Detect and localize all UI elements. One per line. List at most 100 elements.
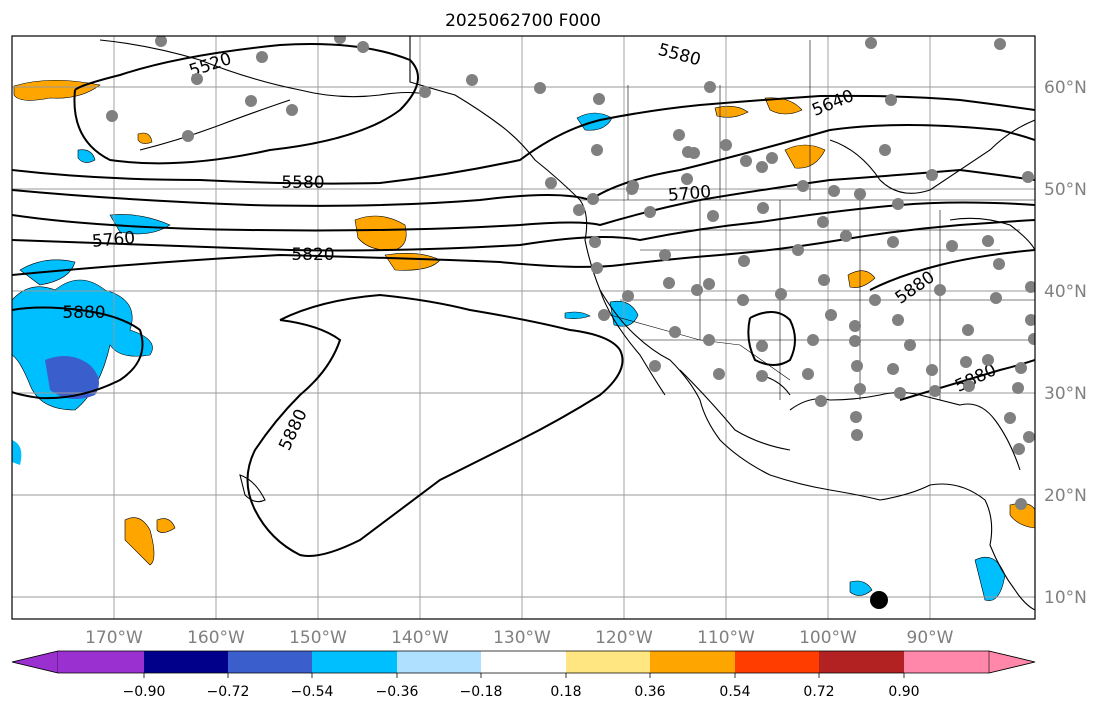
station-dot: [815, 395, 827, 407]
station-dot: [963, 380, 975, 392]
station-dot: [573, 204, 585, 216]
station-dot: [593, 93, 605, 105]
colorbar-tick: −0.36: [376, 684, 419, 700]
lon-label: 160°W: [187, 628, 245, 648]
station-dot: [879, 144, 891, 156]
station-dot: [885, 94, 897, 106]
station-dot: [892, 198, 904, 210]
station-dot: [775, 288, 787, 300]
station-dot: [622, 290, 634, 302]
station-dots: [106, 36, 1035, 510]
lon-label: 100°W: [799, 628, 857, 648]
station-dot: [854, 383, 866, 395]
station-dot: [1025, 314, 1035, 326]
station-dot: [256, 51, 268, 63]
station-dot: [704, 81, 716, 93]
station-dot: [357, 41, 369, 53]
lon-label: 150°W: [289, 628, 347, 648]
colorbar-segment: [481, 651, 566, 673]
station-dot: [865, 37, 877, 49]
lat-label: 10°N: [1044, 588, 1087, 608]
station-dot: [887, 363, 899, 375]
station-dot: [644, 206, 656, 218]
station-dot: [106, 110, 118, 122]
station-dot: [892, 314, 904, 326]
station-dot: [840, 230, 852, 242]
station-dot: [587, 193, 599, 205]
station-dot: [766, 152, 778, 164]
colorbar-segment: [904, 651, 989, 673]
colorbar-tick: 0.18: [550, 684, 581, 700]
station-dot: [707, 210, 719, 222]
lat-label: 60°N: [1044, 78, 1087, 98]
station-dot: [659, 249, 671, 261]
station-dot: [807, 334, 819, 346]
station-dot: [825, 309, 837, 321]
station-dot: [534, 82, 546, 94]
colorbar-segment: [144, 651, 228, 673]
station-dot: [688, 147, 700, 159]
station-dot: [982, 235, 994, 247]
station-dot: [851, 360, 863, 372]
station-dot: [850, 411, 862, 423]
contour-label: 5760: [91, 228, 136, 252]
station-dot: [737, 294, 749, 306]
station-dot: [1023, 431, 1035, 443]
latitude-labels: 60°N 50°N 40°N 30°N 20°N 10°N: [1044, 78, 1087, 608]
station-dot: [828, 185, 840, 197]
station-dot: [286, 104, 298, 116]
colorbar-tick: −0.90: [123, 684, 166, 700]
station-dot: [589, 236, 601, 248]
lon-label: 110°W: [697, 628, 755, 648]
lon-label: 140°W: [391, 628, 449, 648]
station-dot: [681, 173, 693, 185]
station-dot: [792, 244, 804, 256]
station-dot: [649, 360, 661, 372]
colorbar-segment: [228, 651, 312, 673]
station-dot: [1015, 498, 1027, 510]
colorbar-tick: 0.72: [803, 684, 834, 700]
colorbar-segment: [650, 651, 735, 673]
colorbar-segment: [11, 650, 59, 674]
lon-label: 130°W: [493, 628, 551, 648]
colorbar-segment: [58, 651, 144, 673]
station-dot: [591, 144, 603, 156]
map-title: 2025062700 F000: [445, 11, 601, 31]
station-dot: [598, 309, 610, 321]
station-dot: [849, 320, 861, 332]
colorbar-segment: [566, 651, 650, 673]
anomaly-shading: [12, 79, 1035, 602]
station-dot: [929, 385, 941, 397]
station-dot: [756, 370, 768, 382]
station-dot: [756, 161, 768, 173]
station-dot: [1012, 382, 1024, 394]
station-dot: [926, 364, 938, 376]
station-dot: [673, 129, 685, 141]
station-dot: [591, 262, 603, 274]
station-dot: [756, 340, 768, 352]
station-dot: [934, 284, 946, 296]
station-dot: [797, 180, 809, 192]
longitude-labels: 170°W 160°W 150°W 140°W 130°W 120°W 110°…: [85, 628, 954, 648]
contour-label: 5700: [667, 182, 712, 206]
station-dot: [669, 326, 681, 338]
colorbar: −0.90 −0.72 −0.54 −0.36 −0.18 0.18 0.36 …: [11, 650, 1036, 700]
colorbar-tick: −0.72: [207, 684, 250, 700]
station-dot: [854, 188, 866, 200]
colorbar-segment: [397, 651, 481, 673]
station-dot: [155, 36, 167, 47]
station-dot: [740, 155, 752, 167]
station-dot: [1028, 333, 1035, 345]
colorbar-tick: −0.18: [460, 684, 503, 700]
station-dot: [994, 38, 1006, 50]
station-dot: [1004, 412, 1016, 424]
station-dot: [818, 274, 830, 286]
marker-dot: [870, 591, 888, 609]
station-dot: [182, 130, 194, 142]
station-dot: [802, 368, 814, 380]
station-dot: [191, 73, 203, 85]
lat-label: 40°N: [1044, 282, 1087, 302]
station-dot: [849, 335, 861, 347]
station-dot: [713, 368, 725, 380]
